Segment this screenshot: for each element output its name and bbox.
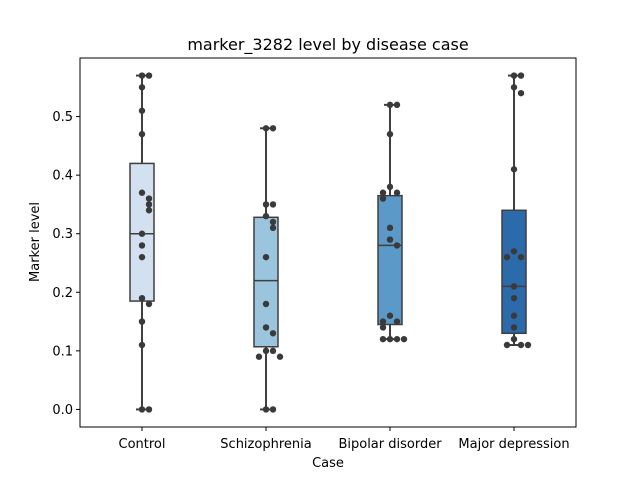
- data-point: [510, 294, 518, 302]
- data-point: [503, 253, 511, 261]
- x-axis-label: Case: [312, 456, 344, 471]
- data-point: [138, 230, 146, 237]
- data-point: [269, 201, 277, 208]
- data-point: [138, 107, 146, 114]
- x-tick-label: Bipolar disorder: [338, 437, 442, 452]
- data-point: [262, 300, 270, 308]
- data-point: [517, 89, 525, 97]
- data-point: [145, 201, 153, 208]
- data-point: [138, 242, 146, 249]
- box: [253, 216, 279, 348]
- data-point: [510, 166, 518, 173]
- data-point: [145, 300, 153, 308]
- data-point: [386, 183, 394, 191]
- data-point: [393, 101, 401, 109]
- x-tick-label: Control: [119, 437, 166, 452]
- data-point: [138, 294, 146, 302]
- data-point: [269, 347, 277, 355]
- data-point: [269, 330, 277, 337]
- data-point: [510, 324, 518, 331]
- data-point: [379, 195, 387, 202]
- data-point: [379, 189, 387, 196]
- plot-area: [129, 72, 532, 413]
- chart-title: marker_3282 level by disease case: [187, 35, 468, 55]
- data-point: [138, 318, 146, 325]
- data-point: [269, 406, 277, 413]
- data-point: [269, 218, 277, 226]
- data-point: [145, 406, 153, 413]
- data-point: [510, 335, 518, 343]
- x-axis: Control Schizophrenia Bipolar disorder Majo…: [119, 427, 570, 452]
- data-point: [262, 253, 270, 261]
- data-point: [255, 353, 263, 360]
- box-group: [253, 125, 284, 413]
- data-point: [269, 224, 277, 232]
- data-point: [517, 72, 525, 79]
- data-point: [262, 201, 270, 208]
- data-point: [386, 224, 394, 232]
- data-point: [145, 207, 153, 214]
- data-point: [262, 347, 270, 355]
- data-point: [269, 125, 277, 132]
- data-point: [262, 212, 270, 220]
- box-group: [377, 101, 408, 343]
- data-point: [262, 125, 270, 132]
- data-point: [386, 130, 394, 138]
- data-point: [379, 318, 387, 325]
- box-group: [129, 72, 155, 413]
- data-point: [386, 236, 394, 243]
- data-point: [393, 335, 401, 343]
- data-point: [510, 72, 518, 79]
- box-group: [501, 72, 532, 349]
- y-tick-label: 0.4: [52, 169, 73, 184]
- data-point: [138, 341, 146, 349]
- y-tick-label: 0.5: [52, 110, 73, 125]
- data-point: [510, 283, 518, 290]
- data-point: [379, 335, 387, 343]
- data-point: [386, 101, 394, 109]
- x-tick-label: Schizophrenia: [220, 437, 311, 452]
- data-point: [393, 189, 401, 196]
- data-point: [517, 341, 525, 349]
- plot-frame: [79, 57, 577, 428]
- data-point: [386, 312, 394, 319]
- data-point: [138, 130, 146, 138]
- data-point: [138, 253, 146, 261]
- x-tick-label: Major depression: [458, 437, 569, 452]
- y-tick-label: 0.2: [52, 286, 73, 301]
- data-point: [524, 341, 532, 349]
- data-point: [503, 341, 511, 349]
- box: [377, 194, 403, 326]
- data-point: [400, 335, 408, 343]
- data-point: [145, 195, 153, 202]
- data-point: [138, 84, 146, 91]
- data-point: [379, 324, 387, 331]
- data-point: [393, 318, 401, 325]
- data-point: [145, 72, 153, 79]
- y-axis-label: Marker level: [28, 202, 43, 282]
- data-point: [276, 353, 284, 360]
- y-axis: 0.0 0.1 0.2 0.3 0.4 0.5: [52, 110, 80, 418]
- data-point: [517, 253, 525, 261]
- data-point: [510, 248, 518, 255]
- data-point: [386, 335, 394, 343]
- y-tick-label: 0.3: [52, 227, 73, 242]
- data-point: [262, 406, 270, 413]
- data-point: [262, 324, 270, 331]
- y-tick-label: 0.0: [52, 403, 73, 418]
- data-point: [138, 406, 146, 413]
- data-point: [138, 189, 146, 196]
- data-point: [510, 312, 518, 319]
- y-tick-label: 0.1: [52, 344, 73, 359]
- data-point: [393, 242, 401, 249]
- data-point: [138, 72, 146, 79]
- data-point: [510, 84, 518, 91]
